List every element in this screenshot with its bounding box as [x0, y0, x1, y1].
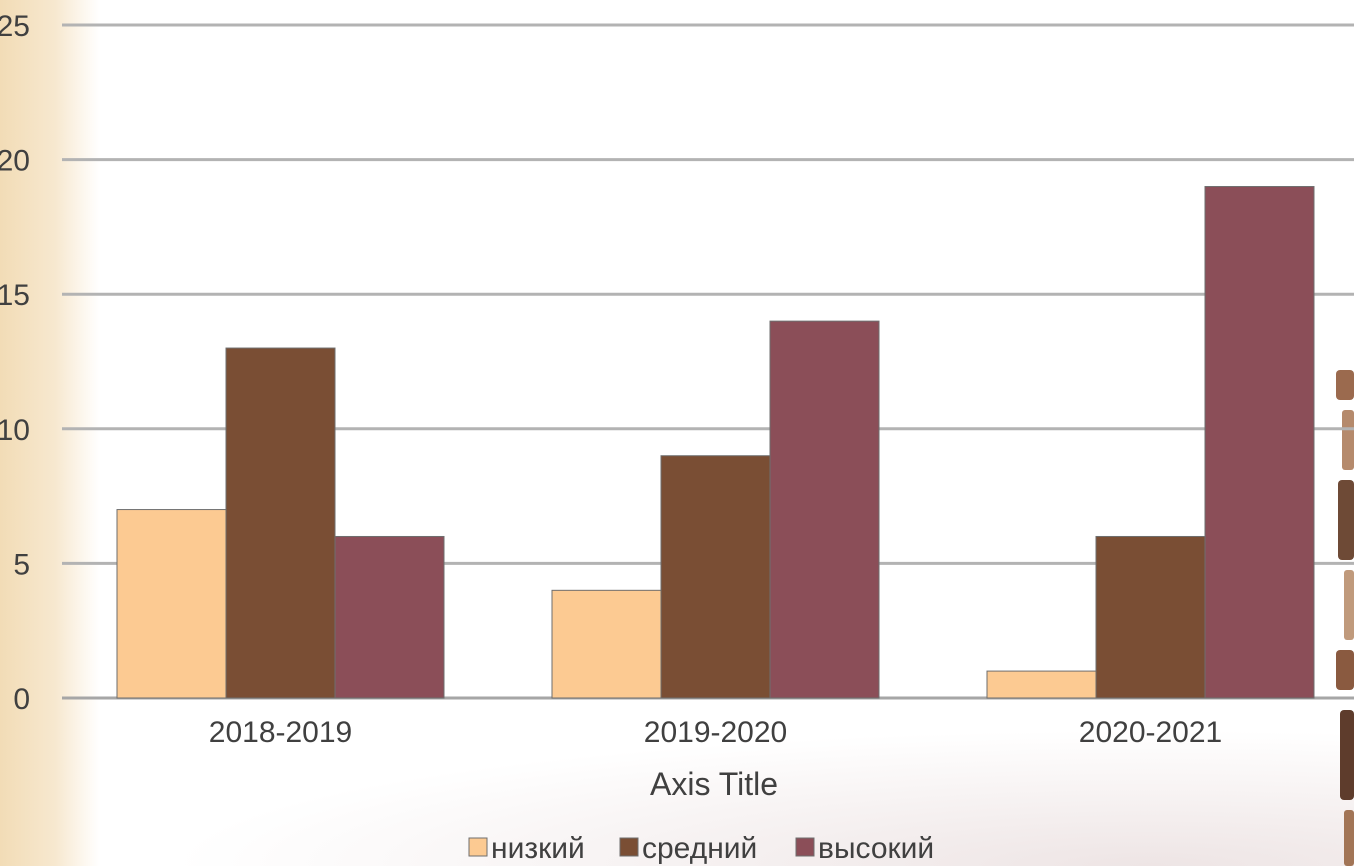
- legend-swatch: [795, 837, 815, 857]
- y-tick-label: 0: [13, 683, 30, 716]
- bar-средний: [225, 347, 336, 699]
- legend-swatch: [468, 837, 488, 857]
- legend-label: средний: [642, 832, 757, 865]
- x-axis-title: Axis Title: [650, 766, 778, 802]
- legend-swatch: [619, 837, 639, 857]
- bars: [116, 186, 1315, 699]
- decorative-ornament: [1336, 370, 1354, 866]
- bar-высокий: [769, 320, 880, 699]
- x-tick-label: 2018-2019: [209, 716, 352, 749]
- bar-низкий: [986, 670, 1097, 699]
- y-tick-label: 5: [13, 548, 30, 581]
- y-tick-label: 15: [0, 279, 30, 312]
- x-tick-label: 2019-2020: [644, 716, 787, 749]
- background-glow: [0, 706, 1354, 866]
- x-axis-ticks: 2018-2019 2019-2020 2020-2021: [209, 716, 1222, 749]
- bar-высокий: [334, 535, 445, 699]
- bar-средний: [1095, 535, 1206, 699]
- legend: низкий средний высокий: [468, 832, 934, 865]
- y-tick-label: 25: [0, 10, 30, 43]
- x-tick-label: 2020-2021: [1079, 716, 1222, 749]
- bar-средний: [660, 455, 771, 699]
- bar-низкий: [551, 589, 662, 699]
- y-axis-ticks: 0 5 10 15 20 25: [0, 10, 30, 716]
- legend-label: низкий: [491, 832, 585, 865]
- legend-label: высокий: [818, 832, 934, 865]
- y-tick-label: 10: [0, 414, 30, 447]
- bar-низкий: [116, 509, 227, 699]
- bar-высокий: [1204, 186, 1315, 699]
- y-tick-label: 20: [0, 145, 30, 178]
